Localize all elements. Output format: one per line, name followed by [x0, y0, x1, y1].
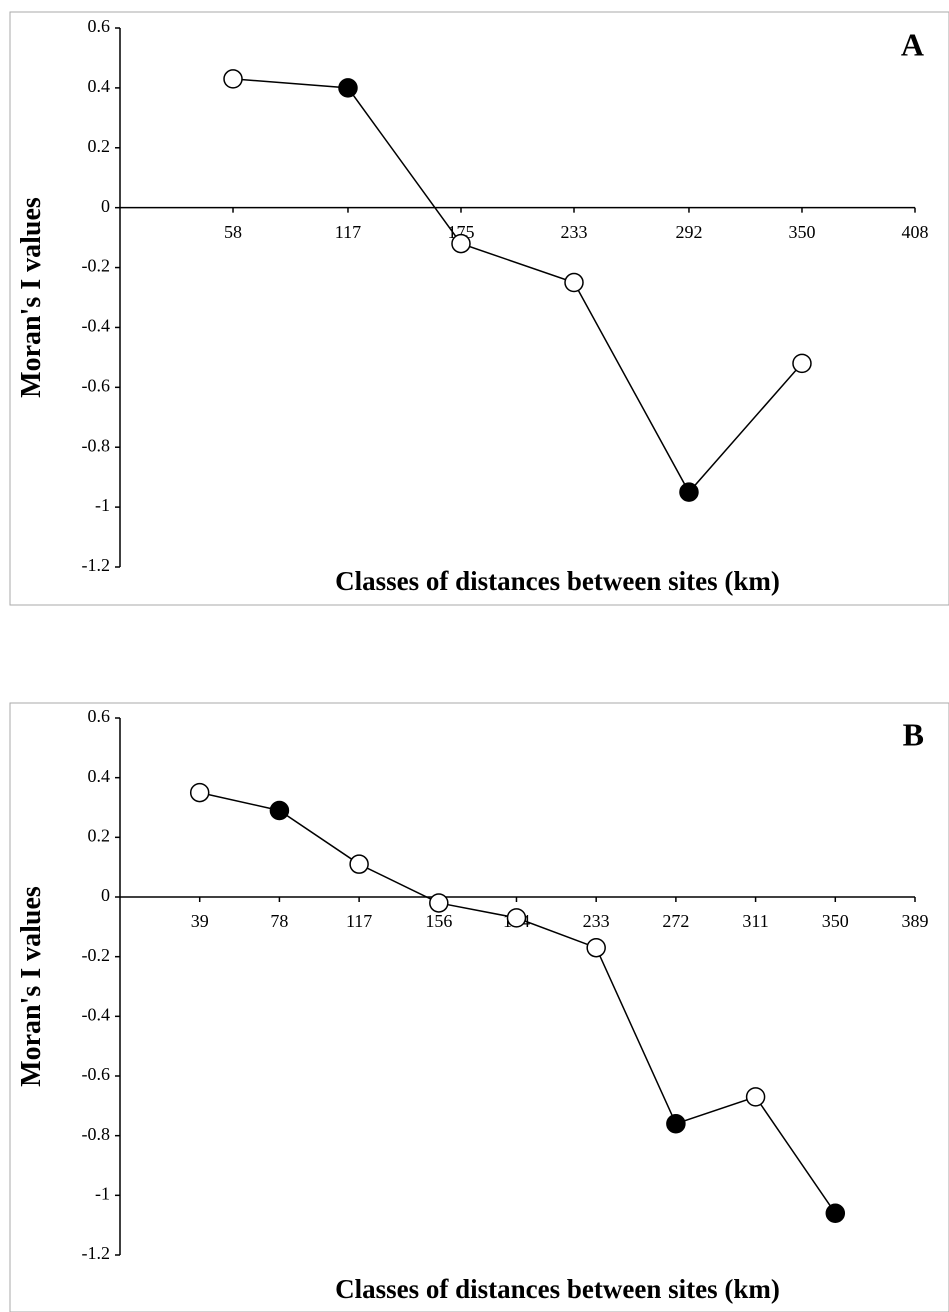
data-point [745, 1087, 766, 1107]
y-tick-label: 0 [101, 885, 110, 905]
y-tick-label: 0.6 [88, 16, 111, 36]
x-tick-label: 233 [583, 911, 610, 931]
data-point [349, 854, 369, 874]
chart-panel: 0.60.40.20-0.2-0.4-0.6-0.8-1-1.258 117 175… [9, 11, 949, 606]
data-point [825, 1203, 846, 1223]
y-tick-label: -1.2 [82, 555, 111, 575]
data-point [564, 272, 584, 293]
data-point [666, 1113, 686, 1134]
x-tick-label: 117 [346, 911, 372, 931]
y-tick-label: -0.6 [82, 375, 111, 395]
x-tick-label: 156 [425, 911, 452, 931]
chart-panel: 0.6 0.4 0.2 0 -0.2 -0.4 -0.6 -0.8 -1 -1.2 39 78 117 1… [9, 702, 949, 1312]
data-point [679, 482, 699, 502]
y-axis-label: Moran's I values [16, 886, 47, 1087]
y-tick-label: -0.8 [82, 1124, 111, 1144]
panel-border [9, 702, 949, 1312]
data-point [792, 353, 812, 374]
x-tick-label: 272 [662, 911, 689, 931]
y-tick-label: 0.4 [88, 76, 111, 96]
series-line [199, 791, 836, 1214]
panel-label: A [901, 26, 924, 62]
x-axis-label: Classes of distances between sites (km) [335, 566, 780, 596]
y-tick-label: -0.2 [82, 256, 111, 276]
x-tick-label: 408 [902, 222, 929, 242]
panel-label: B [903, 716, 924, 752]
y-tick-label: -0.6 [82, 1064, 111, 1084]
x-tick-label: 311 [742, 911, 768, 931]
data-point [269, 800, 290, 821]
data-point [451, 233, 471, 254]
y-tick-label: 0.4 [88, 766, 111, 786]
data-point [429, 893, 449, 913]
x-tick-label: 78 [270, 911, 288, 931]
x-tick-label: 58 [224, 222, 242, 242]
y-tick-label: -0.8 [82, 435, 111, 455]
y-tick-label: 0.6 [88, 706, 111, 726]
y-tick-label: -0.4 [82, 1004, 111, 1024]
y-tick-label: -0.4 [82, 316, 111, 336]
x-tick-label: 117 [335, 222, 361, 242]
y-tick-label: -1 [95, 495, 110, 515]
x-axis-label: Classes of distances between sites (km) [335, 1274, 780, 1304]
data-point [223, 69, 243, 89]
y-tick-label: 0.2 [88, 136, 111, 156]
panel-border [9, 11, 949, 606]
data-point [189, 782, 210, 803]
x-tick-label: 292 [675, 222, 702, 242]
y-tick-label: -1.2 [82, 1243, 111, 1263]
y-tick-label: -1 [95, 1183, 110, 1203]
series-line [232, 78, 803, 494]
y-tick-label: 0 [101, 196, 110, 216]
y-axis-label: Moran's I values [16, 197, 47, 398]
y-tick-label: 0.2 [88, 825, 111, 845]
x-tick-label: 39 [191, 911, 209, 931]
data-point [586, 937, 606, 958]
x-tick-label: 350 [822, 911, 849, 931]
data-point [338, 78, 358, 98]
x-tick-label: 350 [788, 222, 815, 242]
x-tick-label: 233 [561, 222, 588, 242]
x-tick-label: 389 [902, 911, 929, 931]
y-tick-label: -0.2 [82, 945, 111, 965]
data-point [506, 908, 527, 928]
